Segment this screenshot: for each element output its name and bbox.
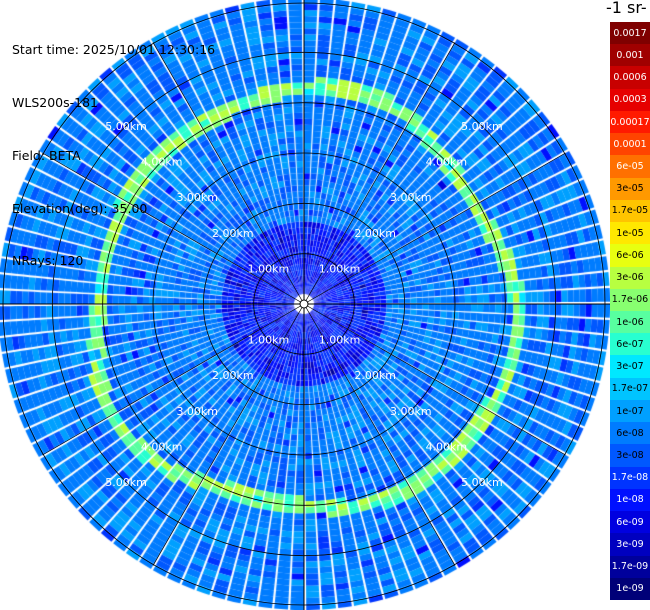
colorbar-tick-label: 0.001 — [610, 44, 650, 67]
colorbar-tick-label: 1e-05 — [610, 222, 650, 245]
range-ring-label: 2.00km — [212, 369, 254, 382]
colorbar-tick-label: 1.7e-09 — [610, 555, 650, 578]
colorbar-tick-label: 1.7e-06 — [610, 288, 650, 311]
colorbar-tick-label: 1e-08 — [610, 488, 650, 512]
colorbar-tick-label: 6e-06 — [610, 244, 650, 267]
colorbar-tick-label: 3e-07 — [610, 355, 650, 378]
range-ring-label: 4.00km — [426, 440, 468, 453]
range-ring-label: 5.00km — [105, 476, 147, 489]
range-ring-label: 1.00km — [319, 334, 361, 347]
info-panel: Start time: 2025/10/01 12:30:16 WLS200s-… — [12, 6, 215, 288]
range-ring-label: 5.00km — [461, 476, 503, 489]
range-ring-label: 3.00km — [176, 405, 218, 418]
instrument-label: WLS200s-181 — [12, 94, 98, 110]
azimuth-spoke — [42, 152, 305, 305]
azimuth-spoke — [152, 303, 305, 566]
range-ring-label: 1.00km — [248, 262, 290, 275]
colorbar-tick-label: 3e-09 — [610, 533, 650, 556]
colorbar-tick-label: 1.7e-08 — [610, 466, 650, 489]
lidar-origin-marker — [299, 299, 309, 309]
colorbar-tick-label: 0.00017 — [610, 110, 650, 134]
colorbar-tick-label: 6e-07 — [610, 333, 650, 356]
colorbar-tick-label: 1e-06 — [610, 311, 650, 334]
colorbar-tick-label: 1e-09 — [610, 577, 650, 600]
colorbar-tick-label: 6e-08 — [610, 422, 650, 445]
colorbar: 0.0017 0.001 0.0006 0.0003 0.00017 0.0001 6e-0… — [610, 22, 650, 600]
range-ring-label: 5.00km — [461, 120, 503, 133]
colorbar-tick-label: 6e-05 — [610, 155, 650, 178]
range-ring-label: 1.00km — [319, 262, 361, 275]
colorbar-tick-label: 1.7e-07 — [610, 377, 650, 400]
colorbar-tick-label: 1.7e-05 — [610, 199, 650, 223]
colorbar-tick-label: 3e-05 — [610, 177, 650, 200]
ppi-grid-overlay: 1.00km 1.00km 1.00km 1.00km 2.00km 2.00km 2.00… — [0, 0, 610, 610]
nrays-label: NRays: 120 — [12, 253, 84, 269]
elevation-label: Elevation(deg): 35.00 — [12, 200, 148, 216]
azimuth-spoke — [42, 303, 305, 456]
colorbar-tick-label: 0.0017 — [610, 22, 650, 45]
start-time-label: Start time: 2025/10/01 12:30:16 — [12, 42, 216, 58]
azimuth-spoke — [303, 303, 456, 566]
colorbar-tick-label: 3e-06 — [610, 266, 650, 289]
range-ring-label: 3.00km — [390, 191, 432, 204]
ppi-plot: 1.00km 1.00km 1.00km 1.00km 2.00km 2.00km 2.00… — [0, 0, 610, 610]
range-ring-label: 1.00km — [248, 334, 290, 347]
colorbar-tick-label: 0.0003 — [610, 88, 650, 111]
colorbar-tick-label: 6e-09 — [610, 511, 650, 534]
range-ring-label: 4.00km — [141, 440, 183, 453]
azimuth-spoke — [152, 42, 305, 305]
colorbar-tick-label: 1e-07 — [610, 399, 650, 423]
field-label: Field: BETA — [12, 147, 81, 163]
range-ring-label: 3.00km — [176, 191, 218, 204]
range-ring-label: 5.00km — [105, 120, 147, 133]
range-ring-label: 2.00km — [354, 369, 396, 382]
colorbar-tick-label: 3e-08 — [610, 444, 650, 467]
azimuth-spoke — [303, 303, 566, 456]
colorbar-tick-label: 0.0006 — [610, 66, 650, 89]
azimuth-spoke — [303, 42, 456, 305]
range-ring-label: 4.00km — [141, 156, 183, 169]
range-ring-label: 4.00km — [426, 156, 468, 169]
colorbar-title: -1 sr- — [606, 0, 647, 17]
range-ring-label: 2.00km — [212, 227, 254, 240]
range-ring-label: 3.00km — [390, 405, 432, 418]
colorbar-tick-label: 0.0001 — [610, 133, 650, 156]
azimuth-spoke — [303, 152, 566, 305]
range-ring-label: 2.00km — [354, 227, 396, 240]
